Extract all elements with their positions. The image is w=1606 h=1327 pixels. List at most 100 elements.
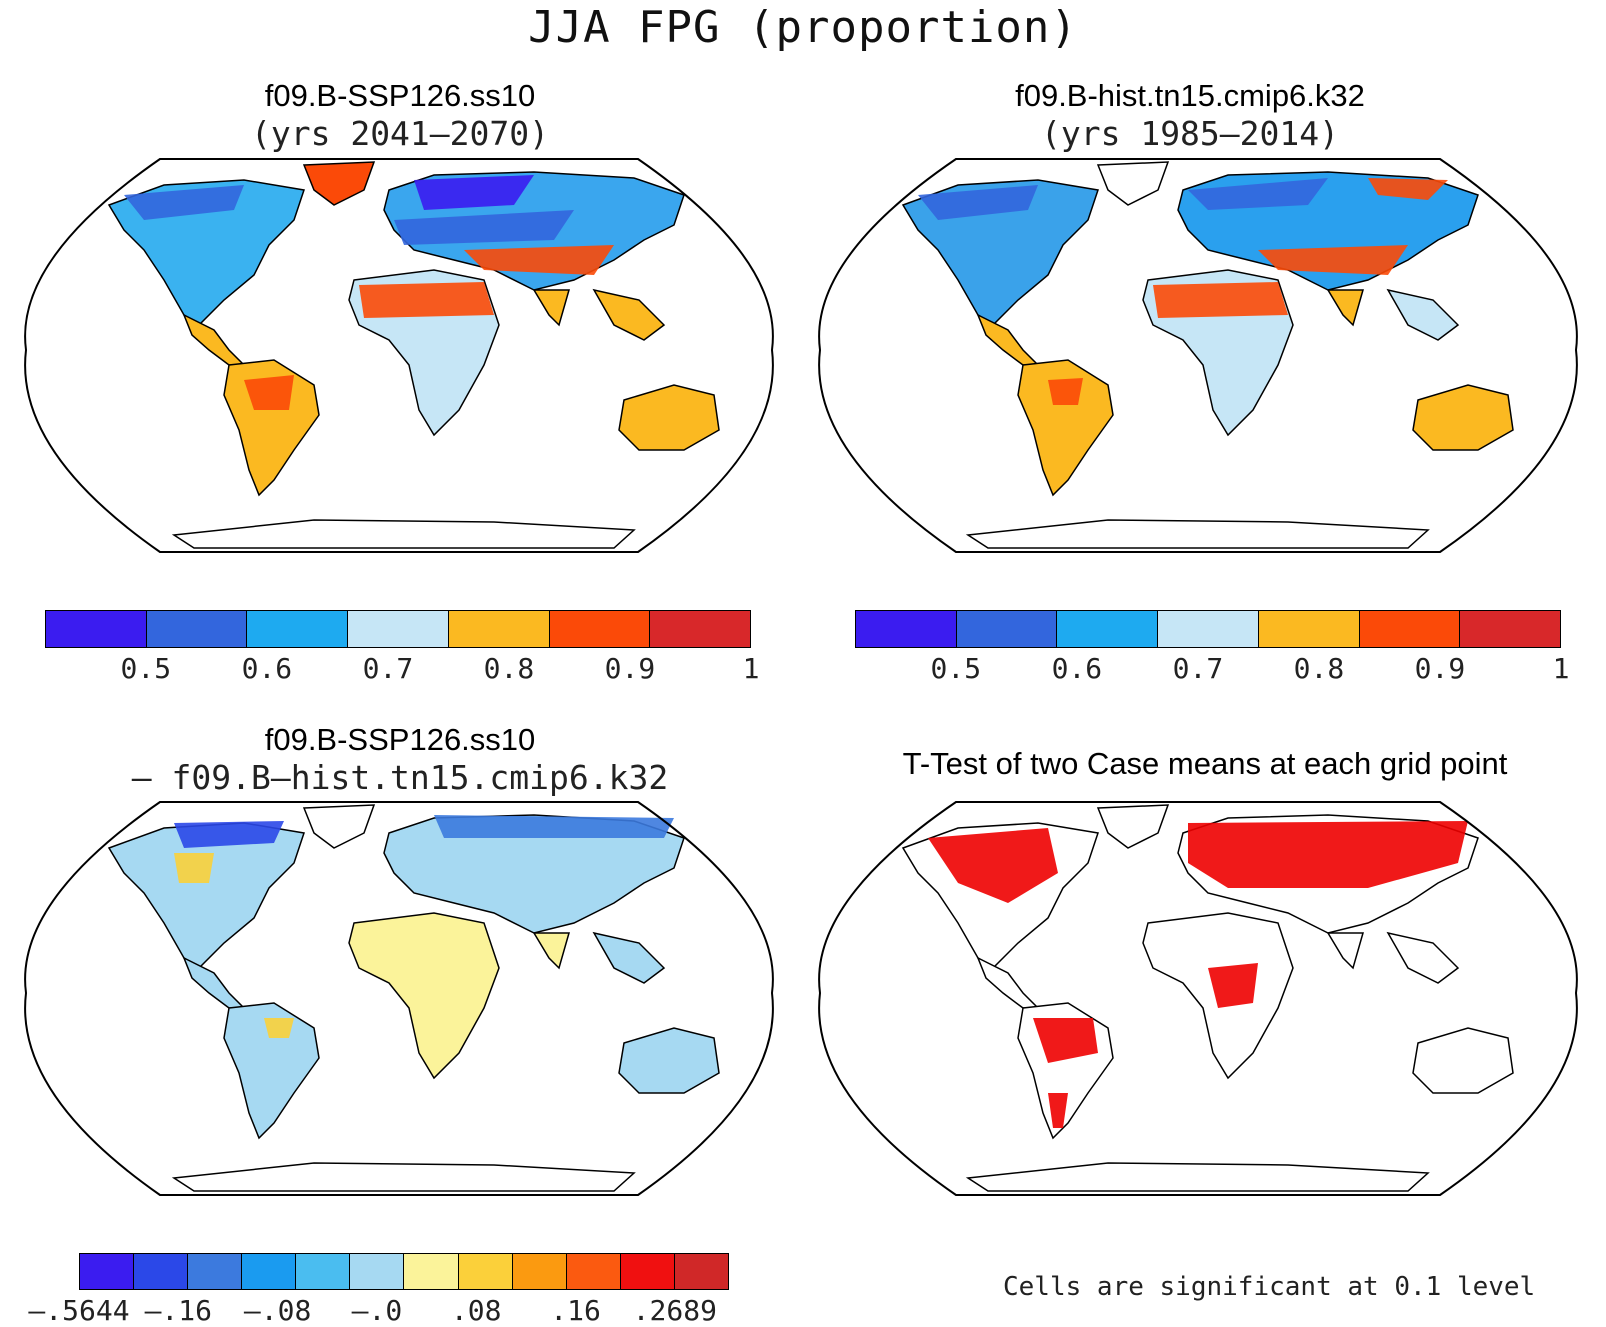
colorbar-tick-label: 1	[1552, 652, 1570, 685]
landmass-seAsia	[1386, 288, 1460, 341]
panel-1-title-line2: (yrs 2041–2070)	[250, 114, 549, 153]
significance-note: Cells are significant at 0.1 level	[1003, 1272, 1536, 1302]
panel-2-title-line2: (yrs 1985–2014)	[1040, 114, 1339, 153]
map-3-fill	[107, 804, 720, 1192]
colorbar-tick-label: –.0	[351, 1294, 403, 1327]
colorbar-tick-label: 0.8	[1293, 652, 1345, 685]
landmass-india	[1326, 289, 1364, 327]
landmass-india	[532, 289, 570, 327]
landmass-centralAmerica	[976, 313, 1040, 366]
landmass-seAsia	[1386, 931, 1460, 984]
landmass-southAmerica	[223, 1002, 320, 1140]
landmass-centralAmerica	[976, 956, 1040, 1009]
panel-1-title-line1: f09.B-SSP126.ss10	[264, 78, 536, 113]
colorbar-tick-label: 0.6	[241, 652, 293, 685]
landmass-australia	[1412, 1027, 1514, 1094]
data-patch	[1258, 245, 1408, 275]
colorbar-box	[404, 1254, 459, 1289]
map-4-fill	[901, 804, 1514, 1192]
landmass-greenland	[302, 161, 376, 206]
colorbar-box	[674, 1254, 728, 1289]
data-patch	[1048, 378, 1083, 405]
colorbar-box	[146, 611, 248, 647]
colorbar-box	[650, 611, 751, 647]
colorbar-box	[549, 611, 651, 647]
panel-2-title-line1: f09.B-hist.tn15.cmip6.k32	[1015, 78, 1365, 113]
colorbar-tick-label: –.16	[144, 1294, 213, 1327]
landmass-centralAmerica	[182, 956, 246, 1009]
colorbar-box	[956, 611, 1058, 647]
landmass-australia	[618, 384, 720, 451]
colorbar-box	[350, 1254, 405, 1289]
colorbar-box	[247, 611, 349, 647]
colorbar-tick-label: 0.6	[1051, 652, 1103, 685]
data-patch	[264, 1018, 294, 1038]
data-patch	[359, 282, 494, 318]
colorbar-box	[1057, 611, 1159, 647]
colorbar-2-ticks: 0.5 0.6 0.7 0.8 0.9 1	[855, 652, 1570, 686]
map-panel-4	[818, 801, 1578, 1196]
colorbar-panel-3	[79, 1253, 729, 1290]
colorbar-tick-label: 0.5	[120, 652, 172, 685]
colorbar-box	[1460, 611, 1561, 647]
data-patch	[1033, 1018, 1098, 1063]
colorbar-box	[296, 1254, 351, 1289]
map-3-border	[24, 801, 774, 1196]
colorbar-box	[80, 1254, 135, 1289]
landmass-antarctica	[171, 1162, 636, 1192]
landmass-antarctica	[171, 519, 636, 549]
colorbar-panel-1	[45, 610, 751, 648]
panel-3-title-line2: – f09.B–hist.tn15.cmip6.k32	[131, 758, 669, 797]
colorbar-box	[1158, 611, 1259, 647]
data-patch	[434, 815, 674, 838]
colorbar-tick-label: 0.7	[1172, 652, 1224, 685]
map-2-border	[818, 158, 1578, 553]
landmass-antarctica	[965, 1162, 1430, 1192]
data-patch	[244, 375, 294, 410]
landmass-greenland	[1096, 161, 1170, 206]
colorbar-tick-label: .2689	[632, 1294, 717, 1327]
landmass-greenland	[1096, 804, 1170, 849]
landmass-antarctica	[965, 519, 1430, 549]
data-patch	[1368, 178, 1448, 200]
colorbar-tick-label: 0.7	[362, 652, 414, 685]
data-patch	[1188, 821, 1468, 888]
panel-2-title: f09.B-hist.tn15.cmip6.k32 (yrs 1985–2014…	[900, 78, 1480, 154]
data-patch	[464, 245, 614, 275]
colorbar-tick-label: 0.5	[930, 652, 982, 685]
colorbar-tick-label: 0.8	[483, 652, 535, 685]
data-patch	[174, 821, 284, 848]
colorbar-box	[1359, 611, 1461, 647]
colorbar-panel-2	[855, 610, 1561, 648]
map-1-border	[24, 158, 774, 553]
landmass-seAsia	[592, 288, 666, 341]
colorbar-tick-label: 0.9	[604, 652, 656, 685]
landmass-australia	[1412, 384, 1514, 451]
colorbar-tick-label: –.08	[243, 1294, 312, 1327]
map-panel-3	[24, 801, 774, 1196]
landmass-india	[1326, 932, 1364, 970]
map-1-fill	[107, 161, 720, 549]
map-2-fill	[901, 161, 1514, 549]
landmass-australia	[618, 1027, 720, 1094]
data-patch	[174, 853, 214, 883]
data-patch	[1188, 178, 1328, 210]
landmass-centralAmerica	[182, 313, 246, 366]
map-panel-2	[818, 158, 1578, 553]
panel-3-title: f09.B-SSP126.ss10 – f09.B–hist.tn15.cmip…	[80, 722, 720, 798]
panel-3-title-line1: f09.B-SSP126.ss10	[264, 722, 536, 757]
landmass-india	[532, 932, 570, 970]
panel-1-title: f09.B-SSP126.ss10 (yrs 2041–2070)	[110, 78, 690, 154]
colorbar-box	[448, 611, 550, 647]
figure-title: JJA FPG (proportion)	[528, 2, 1078, 53]
colorbar-box	[1258, 611, 1360, 647]
landmass-southAmerica	[1017, 359, 1114, 497]
landmass-greenland	[302, 804, 376, 849]
data-patch	[1048, 1093, 1068, 1128]
colorbar-box	[566, 1254, 621, 1289]
colorbar-tick-label: .08	[450, 1294, 502, 1327]
colorbar-box	[134, 1254, 189, 1289]
map-4-border	[818, 801, 1578, 1196]
colorbar-3-ticks: –.5644 –.16 –.08 –.0 .08 .16 .2689	[28, 1294, 729, 1327]
colorbar-tick-label: –.5644	[28, 1294, 130, 1327]
